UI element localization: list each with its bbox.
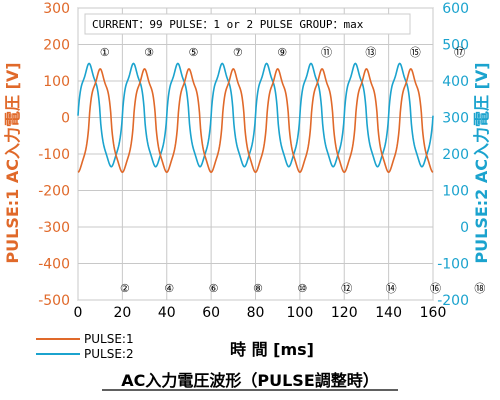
peak-marker: ⑮ (410, 46, 421, 59)
y-left-tick-label: 0 (61, 111, 70, 127)
chart-caption: AC入力電圧波形（PULSE調整時） (121, 371, 379, 390)
trough-marker: ④ (164, 282, 174, 295)
x-tick-label: 0 (74, 305, 83, 321)
y-left-tick-label: -300 (38, 220, 70, 236)
peak-marker: ⑤ (188, 46, 198, 59)
annotation-text: CURRENT：99 PULSE：1 or 2 PULSE GROUP：max (92, 18, 364, 31)
y-left-tick-label: -400 (38, 257, 70, 273)
legend-label-pulse1: PULSE:1 (84, 332, 134, 346)
y-left-tick-label: -200 (38, 184, 70, 200)
y-right-tick-label: 200 (442, 147, 469, 163)
series-pulse1-line (77, 67, 434, 174)
trough-marker: ⑭ (386, 282, 397, 295)
y-right-tick-label: -100 (437, 257, 469, 273)
cycle-markers: ① ③ ⑤ ⑦ ⑨ ⑪ ⑬ ⑮ ⑰ ② ④ ⑥ ⑧ ⑩ ⑫ ⑭ ⑯ ⑱ (100, 46, 486, 295)
y-left-tick-label: -500 (38, 293, 70, 309)
legend: PULSE:1 PULSE:2 (36, 332, 134, 361)
x-tick-label: 40 (158, 305, 176, 321)
x-tick-label: 140 (375, 305, 402, 321)
series-pulse2-line (77, 62, 434, 168)
y-right-tick-label: 500 (442, 38, 469, 54)
y-right-tick-label: 0 (460, 220, 469, 236)
peak-marker: ⑬ (365, 46, 376, 59)
peak-marker: ⑦ (233, 46, 243, 59)
trough-marker: ② (120, 282, 130, 295)
y-left-tick-label: 100 (43, 74, 70, 90)
x-axis-title: 時 間 [ms] (230, 340, 314, 359)
trough-marker: ⑱ (474, 282, 485, 295)
trough-marker: ⑫ (341, 282, 352, 295)
x-tick-label: 60 (202, 305, 220, 321)
trough-marker: ⑧ (253, 282, 263, 295)
x-tick-label: 20 (113, 305, 131, 321)
grid (77, 7, 434, 301)
peak-marker: ① (100, 46, 110, 59)
peak-marker: ⑰ (454, 46, 465, 59)
y-axis-left-title: PULSE:1 AC入力電圧 [V] (3, 62, 22, 263)
y-right-tick-label: 600 (442, 1, 469, 17)
y-left-tick-label: 300 (43, 1, 70, 17)
y-right-tick-label: 300 (442, 111, 469, 127)
y-right-tick-label: 400 (442, 74, 469, 90)
peak-marker: ⑪ (321, 46, 332, 59)
y-right-tick-label: 100 (442, 184, 469, 200)
trough-marker: ⑥ (209, 282, 219, 295)
x-tick-label: 100 (287, 305, 314, 321)
y-right-tick-label: -200 (437, 293, 469, 309)
legend-label-pulse2: PULSE:2 (84, 347, 134, 361)
x-tick-label: 80 (247, 305, 265, 321)
trough-marker: ⑩ (297, 282, 307, 295)
y-left-tick-label: 200 (43, 38, 70, 54)
trough-marker: ⑯ (430, 282, 441, 295)
y-axis-right-title: PULSE:2 AC入力電圧 [V] (472, 62, 491, 263)
annotation-box (84, 13, 411, 35)
tick-labels: 0 20 40 60 80 100 120 140 160 -500 -400 -300 -200 -10… (38, 1, 469, 321)
x-tick-label: 160 (420, 305, 447, 321)
peak-marker: ⑨ (277, 46, 287, 59)
peak-marker: ③ (144, 46, 154, 59)
x-tick-label: 120 (331, 305, 358, 321)
y-left-tick-label: -100 (38, 147, 70, 163)
